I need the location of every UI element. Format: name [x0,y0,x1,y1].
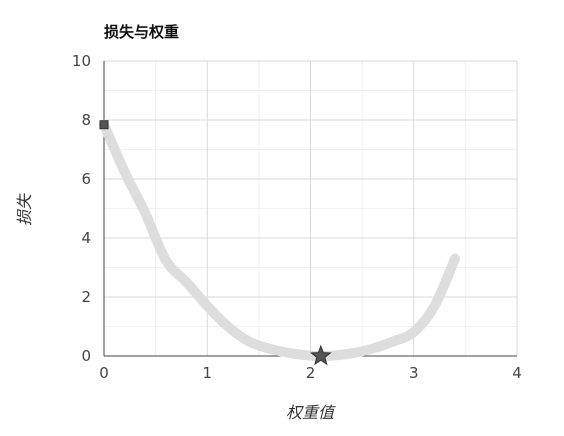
x-tick-label: 3 [409,364,419,382]
chart-title: 损失与权重 [104,23,179,41]
x-tick-label: 1 [202,364,212,382]
x-tick-label: 4 [512,364,522,382]
y-tick-label: 6 [81,170,91,188]
x-tick-label: 2 [306,364,316,382]
minimum-point-star-marker [309,344,332,366]
grid [103,60,518,357]
y-tick-label: 0 [81,347,91,365]
loss-curve [99,119,461,362]
y-tick-label: 4 [81,229,91,247]
tick-labels: 0 1 2 3 4 0 2 4 6 8 10 [72,52,522,382]
x-tick-label: 0 [99,364,109,382]
y-tick-label: 2 [81,288,91,306]
y-tick-label: 10 [72,52,91,70]
y-tick-label: 8 [81,111,91,129]
x-axis-title: 权重值 [286,403,336,422]
series [99,119,461,366]
y-axis-title: 损失 [15,193,34,226]
start-point-marker [99,120,109,130]
